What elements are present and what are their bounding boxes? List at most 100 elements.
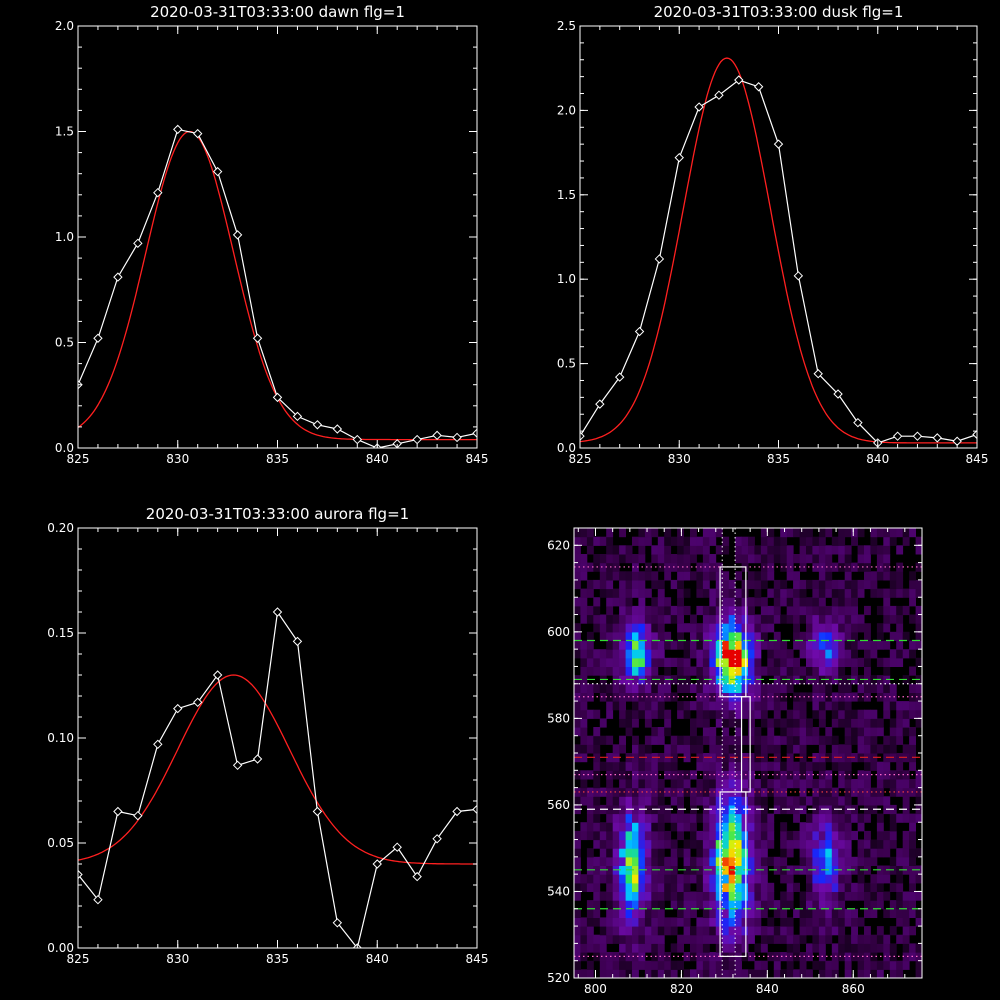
heatmap-cell	[838, 796, 846, 806]
heatmap-cell	[760, 761, 768, 771]
y-tick-label: 580	[547, 711, 570, 725]
x-tick-label: 800	[584, 982, 607, 996]
heatmap-cell	[741, 908, 749, 918]
heatmap-cell	[632, 787, 639, 797]
heatmap-cell	[767, 891, 775, 901]
heatmap-cell	[799, 562, 807, 572]
heatmap-cell	[773, 735, 781, 745]
heatmap-cell	[786, 588, 794, 598]
plot-frame	[579, 25, 978, 449]
heatmap-cell	[818, 891, 826, 901]
heatmap-cell	[851, 718, 858, 728]
heatmap-cell	[580, 917, 588, 927]
heatmap-cell	[702, 536, 710, 546]
heatmap-cell	[760, 640, 768, 650]
heatmap-cell	[574, 536, 581, 546]
heatmap-cell	[838, 848, 846, 858]
heatmap-cell	[780, 917, 788, 927]
heatmap-cell	[709, 744, 717, 754]
heatmap-cell	[780, 649, 788, 659]
heatmap-cell	[767, 562, 775, 572]
heatmap-cell	[812, 856, 820, 866]
heatmap-cell	[786, 735, 794, 745]
heatmap-cell	[606, 882, 614, 892]
heatmap-cell	[677, 943, 684, 953]
heatmap-cell	[831, 536, 839, 546]
heatmap-cell	[690, 952, 697, 962]
heatmap-cell	[825, 640, 833, 650]
chart-title: 2020-03-31T03:33:00 aurora flg=1	[146, 505, 409, 523]
heatmap-cell	[799, 579, 807, 590]
heatmap-cell	[838, 874, 846, 884]
heatmap-cell	[831, 943, 839, 953]
heatmap-cell	[632, 839, 639, 849]
heatmap-cell	[889, 787, 897, 797]
heatmap-cell	[683, 571, 691, 581]
heatmap-cell	[606, 874, 614, 884]
heatmap-cell	[619, 623, 626, 633]
heatmap-cell	[651, 692, 659, 702]
heatmap-cell	[786, 943, 794, 953]
heatmap-cell	[812, 900, 820, 910]
heatmap-cell	[683, 649, 691, 659]
heatmap-cell	[741, 874, 749, 884]
heatmap-cell	[722, 735, 730, 745]
heatmap-cell	[831, 830, 839, 841]
heatmap-cell	[780, 874, 788, 884]
heatmap-cell	[883, 614, 891, 624]
heatmap-cell	[876, 571, 884, 581]
heatmap-cell	[702, 908, 710, 918]
heatmap-cell	[722, 848, 730, 858]
heatmap-cell	[748, 934, 755, 944]
heatmap-cell	[735, 683, 742, 693]
heatmap-cell	[728, 891, 736, 901]
heatmap-cell	[838, 631, 846, 641]
heatmap-cell	[799, 709, 807, 719]
heatmap-cell	[780, 614, 788, 624]
heatmap-cell	[799, 900, 807, 910]
heatmap-cell	[773, 657, 781, 667]
heatmap-cell	[857, 709, 865, 719]
heatmap-cell	[825, 649, 833, 659]
heatmap-cell	[677, 917, 684, 927]
heatmap-cell	[864, 657, 871, 667]
heatmap-cell	[722, 727, 730, 737]
heatmap-cell	[593, 657, 601, 667]
y-tick-label: 2.0	[557, 103, 576, 117]
heatmap-cell	[760, 874, 768, 884]
heatmap-cell	[876, 718, 884, 728]
heatmap-cell	[857, 787, 865, 797]
heatmap-cell	[683, 822, 691, 832]
heatmap-cell	[844, 813, 852, 823]
heatmap-cell	[709, 657, 717, 667]
heatmap-cell	[709, 675, 717, 685]
heatmap-cell	[709, 605, 717, 616]
heatmap-cell	[593, 839, 601, 849]
heatmap-cell	[651, 614, 659, 624]
heatmap-cell	[690, 631, 697, 641]
plot-frame	[77, 527, 478, 949]
heatmap-cell	[599, 692, 607, 702]
heatmap-cell	[632, 779, 639, 789]
heatmap-cell	[735, 813, 742, 823]
heatmap-cell	[728, 830, 736, 841]
heatmap-cell	[715, 908, 723, 918]
heatmap-cell	[857, 623, 865, 633]
y-tick-label: 0.20	[47, 521, 74, 535]
heatmap-cell	[586, 579, 594, 590]
heatmap-cell	[638, 917, 646, 927]
heatmap-cell	[786, 605, 794, 616]
heatmap-cell	[748, 623, 755, 633]
heatmap-cell	[690, 623, 697, 633]
heatmap-cell	[844, 943, 852, 953]
heatmap-cell	[773, 640, 781, 650]
heatmap-cell	[606, 952, 614, 962]
heatmap-cell	[786, 900, 794, 910]
data-point	[113, 806, 123, 817]
heatmap-cell	[889, 649, 897, 659]
heatmap-cell	[870, 874, 878, 884]
heatmap-cell	[838, 908, 846, 918]
heatmap-cell	[644, 891, 652, 901]
heatmap-cell	[619, 571, 626, 581]
heatmap-cell	[702, 848, 710, 858]
